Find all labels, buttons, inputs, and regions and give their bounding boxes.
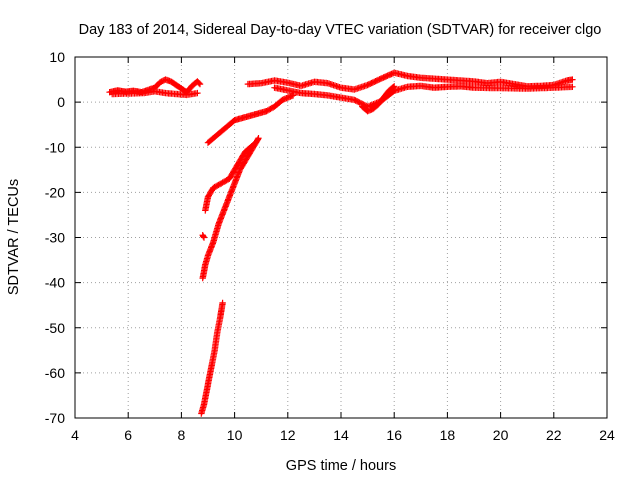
x-tick-label: 14 [333, 427, 349, 443]
x-tick-labels: 4 6 8 10 12 14 16 18 20 22 24 [71, 427, 615, 443]
y-tick-label: -10 [45, 139, 65, 155]
x-tick-label: 24 [599, 427, 615, 443]
series-markers [198, 300, 226, 417]
x-tick-label: 10 [227, 427, 243, 443]
x-tick-label: 22 [546, 427, 562, 443]
y-tick-label: 0 [57, 94, 65, 110]
y-tick-label: 10 [49, 49, 65, 65]
y-tick-label: -20 [45, 184, 65, 200]
y-tick-label: -50 [45, 320, 65, 336]
x-tick-label: 6 [124, 427, 132, 443]
y-tick-label: -30 [45, 230, 65, 246]
chart-title: Day 183 of 2014, Sidereal Day-to-day VTE… [79, 22, 602, 38]
y-tick-label: -60 [45, 365, 65, 381]
x-tick-label: 16 [386, 427, 402, 443]
series-group: steep track [198, 300, 226, 417]
x-tick-label: 20 [493, 427, 509, 443]
y-tick-label: -40 [45, 275, 65, 291]
y-axis-label: SDTVAR / TECUs [6, 179, 22, 295]
chart-canvas: Day 183 of 2014, Sidereal Day-to-day VTE… [0, 0, 640, 480]
x-axis-label: GPS time / hours [286, 458, 396, 474]
y-tick-label: -70 [45, 410, 65, 426]
series-group: post-gap lower band [271, 83, 575, 110]
x-tick-label: 18 [440, 427, 456, 443]
x-tick-label: 12 [280, 427, 296, 443]
grid-lines [75, 57, 607, 418]
series-markers [205, 92, 296, 146]
series-markers [200, 232, 208, 241]
series-markers [271, 83, 575, 110]
series-group: isolated point [200, 232, 208, 241]
x-tick-label: 4 [71, 427, 79, 443]
y-tick-labels: -70 -60 -50 -40 -30 -20 -10 0 10 [45, 49, 65, 426]
series-group: recovery track A [205, 92, 296, 146]
x-tick-label: 8 [178, 427, 186, 443]
